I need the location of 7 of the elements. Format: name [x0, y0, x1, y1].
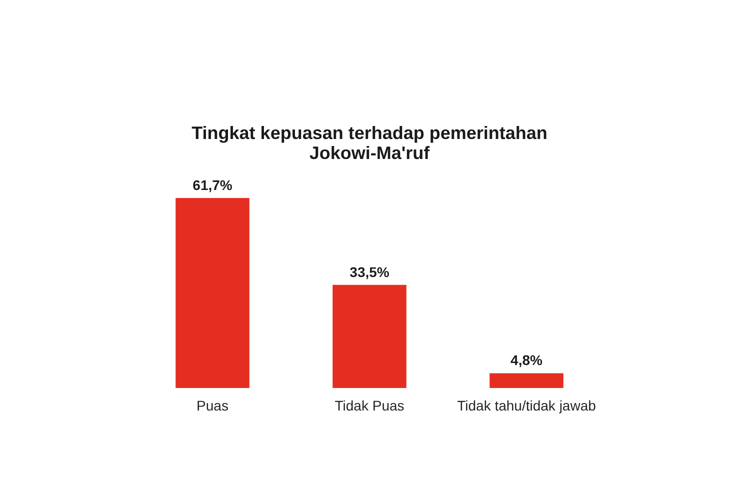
x-tick-label: Puas — [196, 398, 228, 414]
data-label: 61,7% — [192, 177, 233, 193]
x-tick-label: Tidak Puas — [334, 398, 404, 414]
data-label: 33,5% — [350, 264, 390, 280]
chart-title: Tingkat kepuasan terhadap pemerintahan Jokowi-Ma'ruf — [192, 123, 548, 163]
data-label: 4,8% — [510, 352, 543, 368]
x-tick-label: Tidak tahu/tidak jawab — [457, 398, 596, 414]
